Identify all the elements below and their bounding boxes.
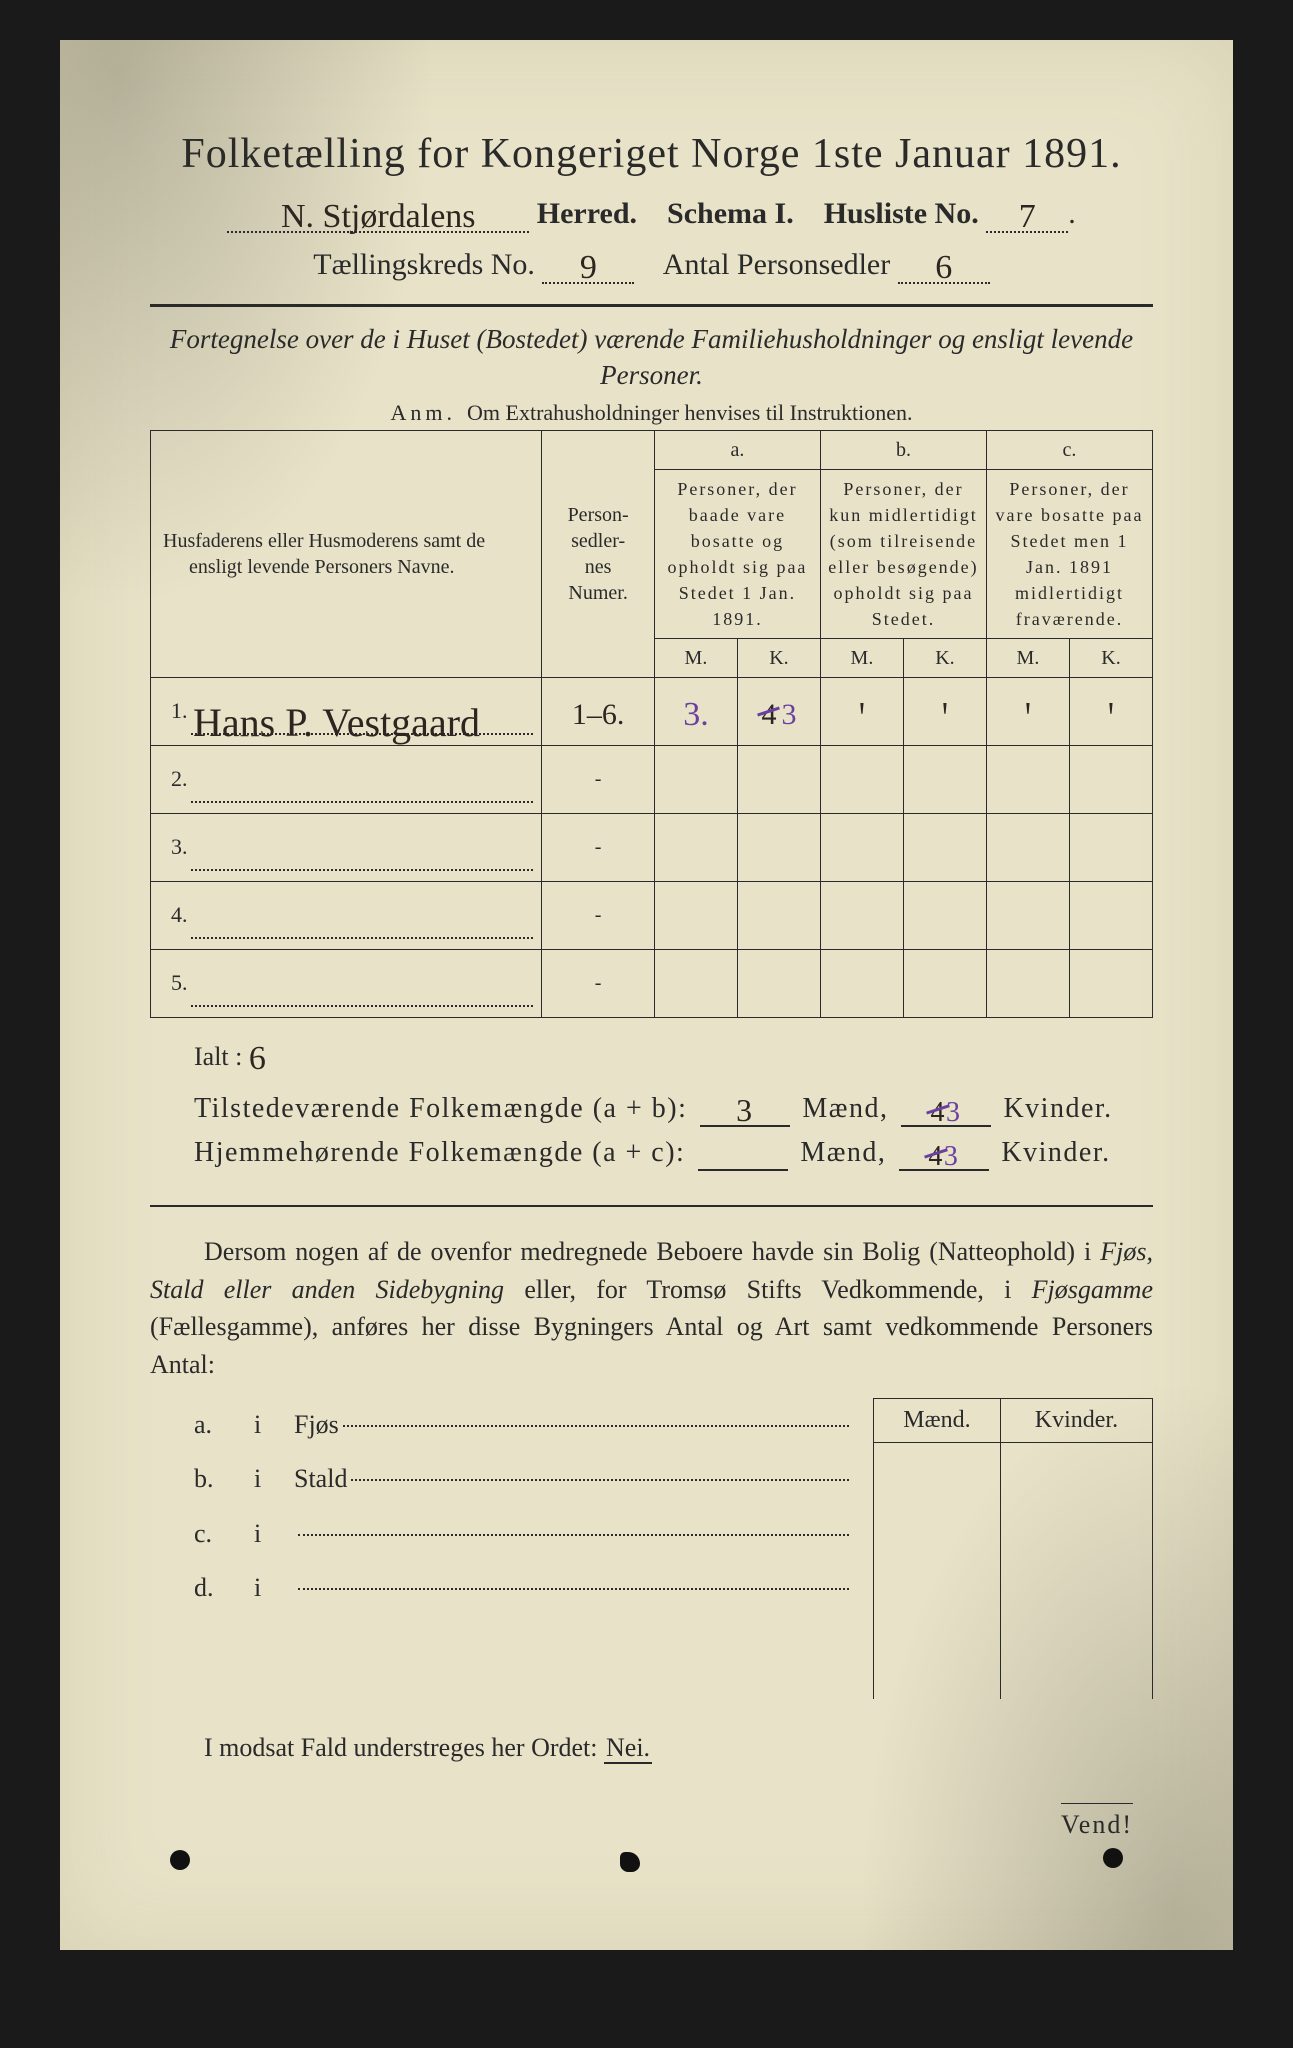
- householder-name: Hans P. Vestgaard: [193, 703, 480, 743]
- list-item: c. i: [194, 1507, 849, 1562]
- col-b-m: M.: [820, 638, 903, 677]
- herred-value: N. Stjørdalens: [281, 200, 476, 234]
- col-c-letter: c.: [986, 430, 1152, 469]
- cell-c-k: ꞌ: [1108, 698, 1114, 732]
- table-row: 2. -: [151, 745, 1153, 813]
- sum2-k-struck: 4: [928, 1143, 944, 1171]
- census-form-page: Folketælling for Kongeriget Norge 1ste J…: [60, 40, 1233, 1950]
- table-row: 5. -: [151, 949, 1153, 1017]
- sum1-k: 3: [946, 1099, 962, 1127]
- col-b-k: K.: [903, 638, 986, 677]
- household-table: Husfaderens eller Husmoderens samt de en…: [150, 430, 1153, 1018]
- cell-a-k: 3: [781, 700, 796, 730]
- list-item: d. i: [194, 1561, 849, 1616]
- schema-label: Schema I.: [667, 197, 794, 230]
- punch-hole-icon: [170, 1850, 190, 1870]
- outbuilding-table: Mænd. Kvinder.: [873, 1398, 1153, 1699]
- sum2-k: 3: [944, 1143, 960, 1171]
- herred-label: Herred.: [537, 197, 637, 230]
- cell-numer: 1–6.: [572, 700, 625, 730]
- antal-value: 6: [935, 251, 952, 285]
- nei-line: I modsat Fald understreges her Ordet: Ne…: [150, 1733, 1153, 1763]
- page-title: Folketælling for Kongeriget Norge 1ste J…: [150, 130, 1153, 178]
- col-c-m: M.: [986, 638, 1069, 677]
- row-number: 2.: [171, 766, 188, 791]
- cell-numer: -: [542, 949, 655, 1017]
- table-body: 1. Hans P. Vestgaard 1–6. 3. 4 3 ꞌ ꞌ ꞌ ꞌ…: [151, 677, 1153, 1017]
- punch-hole-icon: [620, 1852, 640, 1872]
- sum-resident: Hjemmehørende Folkemængde (a + c): Mænd,…: [194, 1137, 1153, 1171]
- cell-numer: -: [542, 745, 655, 813]
- husliste-value: 7: [1019, 200, 1036, 234]
- sum-present: Tilstedeværende Folkemængde (a + b): 3 M…: [194, 1090, 1153, 1127]
- kreds-label: Tællingskreds No.: [313, 248, 535, 281]
- cell-numer: -: [542, 813, 655, 881]
- cell-a-k-struck: 4: [761, 700, 776, 730]
- table-row: 3. -: [151, 813, 1153, 881]
- list-item: b. i Stald: [194, 1452, 849, 1507]
- anm-line: Anm. Om Extrahusholdninger henvises til …: [150, 400, 1153, 426]
- list-item: a. i Fjøs: [194, 1398, 849, 1453]
- col-b-text: Personer, der kun midlertidigt (som tilr…: [820, 469, 986, 638]
- row-number: 5.: [171, 970, 188, 995]
- husliste-label: Husliste No.: [824, 197, 979, 230]
- antal-label: Antal Personsedler: [663, 248, 890, 281]
- col-a-letter: a.: [654, 430, 820, 469]
- col-names-header: Husfaderens eller Husmoderens samt de en…: [151, 430, 542, 677]
- sum1-m: 3: [736, 1094, 754, 1126]
- outbuilding-section: a. i Fjøs b. i Stald c. i d. i: [194, 1398, 1153, 1699]
- outbuilding-paragraph: Dersom nogen af de ovenfor medregnede Be…: [150, 1233, 1153, 1384]
- punch-hole-icon: [1103, 1848, 1123, 1868]
- cell-b-k: ꞌ: [942, 698, 948, 732]
- ialt-line: Ialt : 6: [194, 1038, 1153, 1072]
- cell-b-m: ꞌ: [859, 698, 865, 732]
- subtitle: Fortegnelse over de i Huset (Bostedet) v…: [150, 321, 1153, 394]
- kreds-value: 9: [580, 251, 597, 285]
- row-number: 3.: [171, 834, 188, 859]
- row-number: 4.: [171, 902, 188, 927]
- anm-lead: Anm.: [391, 400, 457, 425]
- byg-head-k: Kvinder.: [1000, 1398, 1152, 1442]
- row-number: 1.: [171, 698, 188, 723]
- table-row: 1. Hans P. Vestgaard 1–6. 3. 4 3 ꞌ ꞌ ꞌ ꞌ: [151, 677, 1153, 745]
- col-a-k: K.: [737, 638, 820, 677]
- sum1-k-struck: 4: [930, 1099, 946, 1127]
- col-c-text: Personer, der vare bosatte paa Stedet me…: [986, 469, 1152, 638]
- rule-thick: [150, 304, 1153, 307]
- col-c-k: K.: [1069, 638, 1152, 677]
- header-line-3: Tællingskreds No. 9 Antal Personsedler 6: [150, 247, 1153, 284]
- rule-thin: [150, 1205, 1153, 1207]
- byg-head-m: Mænd.: [874, 1398, 1001, 1442]
- col-numer-header: Person- sedler- nes Numer.: [542, 430, 655, 677]
- ialt-value: 6: [249, 1042, 266, 1076]
- anm-text: Om Extrahusholdninger henvises til Instr…: [467, 400, 912, 425]
- cell-a-m: 3.: [683, 698, 709, 732]
- col-a-m: M.: [654, 638, 737, 677]
- cell-c-m: ꞌ: [1025, 698, 1031, 732]
- cell-numer: -: [542, 881, 655, 949]
- nei-word: Nei.: [604, 1733, 652, 1764]
- vend-label: Vend!: [1061, 1803, 1133, 1840]
- col-b-letter: b.: [820, 430, 986, 469]
- table-row: 4. -: [151, 881, 1153, 949]
- col-a-text: Personer, der baade vare bosatte og opho…: [654, 469, 820, 638]
- header-line-2: N. Stjørdalens Herred. Schema I. Huslist…: [150, 196, 1153, 233]
- outbuilding-list: a. i Fjøs b. i Stald c. i d. i: [194, 1398, 849, 1616]
